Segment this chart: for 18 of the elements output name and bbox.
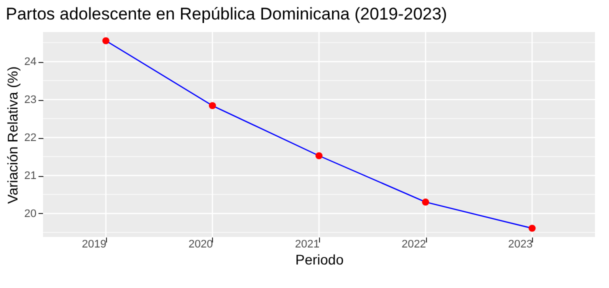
point — [102, 37, 110, 44]
x-tick-label: 2019 — [82, 238, 106, 250]
point — [422, 198, 430, 206]
chart-title: Partos adolescente en República Dominicana (2019-2023) — [6, 4, 448, 24]
y-tick-label: 22 — [24, 132, 36, 144]
point — [528, 224, 536, 232]
y-axis-title: Variación Relativa (%) — [4, 66, 20, 204]
x-tick-label: 2020 — [188, 238, 213, 250]
x-tick-label: 2022 — [402, 238, 426, 250]
point — [208, 102, 216, 110]
point — [315, 152, 323, 160]
x-tick-label: 2021 — [295, 238, 320, 250]
y-tick-label: 23 — [24, 94, 36, 106]
y-tick-label: 21 — [24, 170, 36, 182]
x-axis-title: Periodo — [295, 252, 344, 268]
y-tick-label: 24 — [24, 56, 36, 68]
y-tick-label: 20 — [24, 208, 36, 220]
x-tick-label: 2023 — [508, 238, 533, 250]
